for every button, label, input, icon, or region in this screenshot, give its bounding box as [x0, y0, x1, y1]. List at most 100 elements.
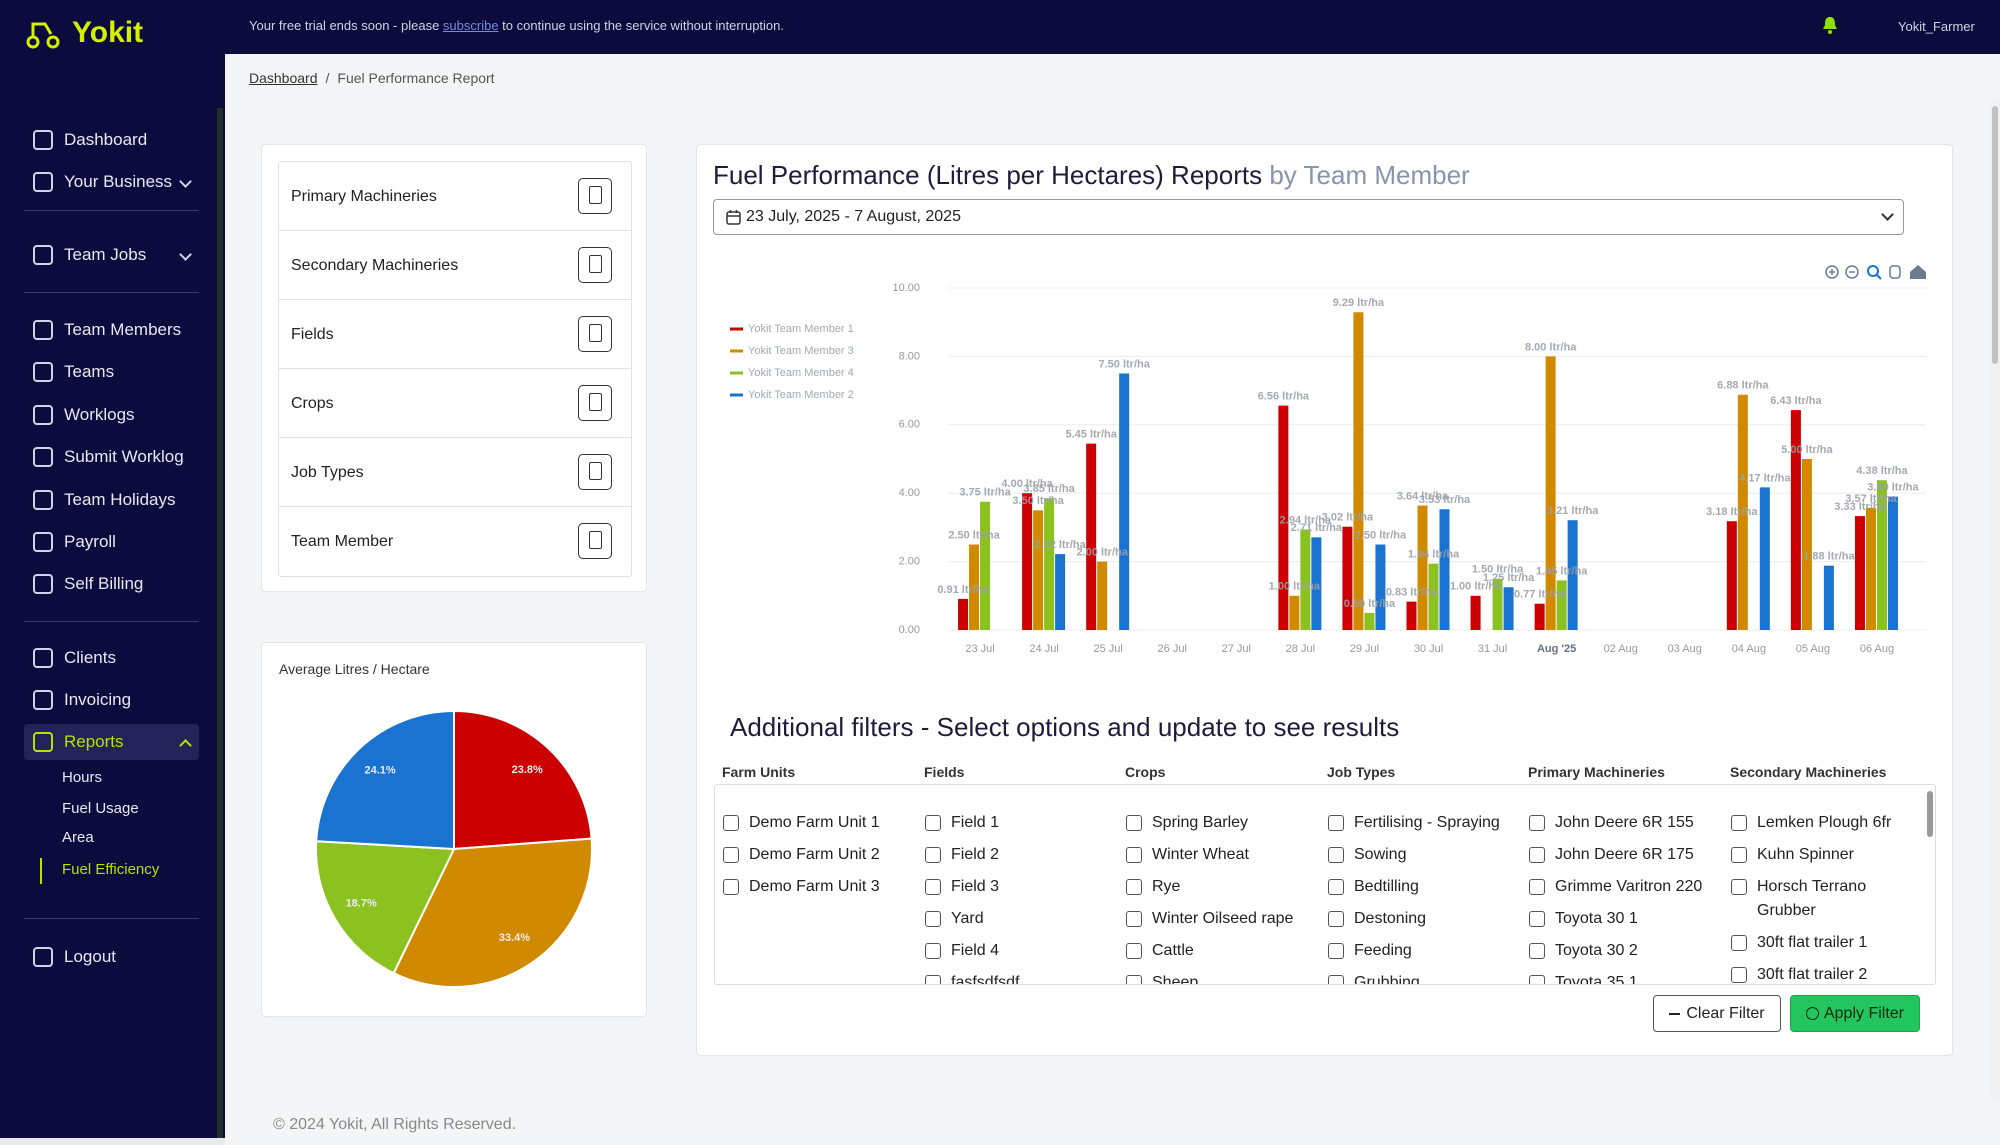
filter-option[interactable]: Yard — [925, 903, 1120, 935]
subscribe-link[interactable]: subscribe — [442, 18, 499, 33]
checkbox[interactable] — [1731, 815, 1747, 831]
clear-filter-button[interactable]: Clear Filter — [1653, 995, 1781, 1032]
checkbox[interactable] — [1328, 975, 1344, 984]
nav-item[interactable]: Reports — [24, 724, 199, 760]
csv-export-button[interactable] — [578, 454, 612, 490]
filter-option[interactable]: Demo Farm Unit 2 — [723, 839, 918, 871]
nav-item[interactable]: Submit Worklog — [0, 439, 225, 475]
filter-option[interactable]: John Deere 6R 175 — [1529, 839, 1724, 871]
nav-item[interactable]: Teams — [0, 354, 225, 390]
filter-option[interactable]: Toyota 35 1 — [1529, 967, 1724, 984]
filter-option[interactable]: 30ft flat trailer 2 — [1731, 959, 1926, 984]
filter-option[interactable]: Horsch Terrano Grubber — [1731, 871, 1926, 927]
filter-option[interactable]: 30ft flat trailer 1 — [1731, 927, 1926, 959]
nav-item[interactable]: Team Jobs — [0, 237, 225, 273]
checkbox[interactable] — [925, 879, 941, 895]
filter-option[interactable]: Destoning — [1328, 903, 1523, 935]
checkbox[interactable] — [1529, 847, 1545, 863]
nav-subitem[interactable]: Area — [62, 829, 94, 846]
checkbox[interactable] — [1328, 847, 1344, 863]
checkbox[interactable] — [1126, 911, 1142, 927]
filter-option[interactable]: Field 3 — [925, 871, 1120, 903]
nav-subitem[interactable]: Fuel Efficiency — [62, 861, 160, 878]
checkbox[interactable] — [1328, 879, 1344, 895]
nav-item[interactable]: Dashboard — [0, 122, 225, 158]
checkbox[interactable] — [1529, 975, 1545, 984]
checkbox[interactable] — [925, 847, 941, 863]
filter-option[interactable]: Sheep — [1126, 967, 1321, 984]
nav-subitem[interactable]: Hours — [62, 769, 103, 786]
filter-option[interactable]: Grubbing — [1328, 967, 1523, 984]
nav-item[interactable]: Invoicing — [0, 682, 225, 718]
date-range-select[interactable]: 23 July, 2025 - 7 August, 2025 — [713, 199, 1904, 235]
filter-option[interactable]: Grimme Varitron 220 — [1529, 871, 1724, 903]
checkbox[interactable] — [925, 975, 941, 984]
filter-option[interactable]: Cattle — [1126, 935, 1321, 967]
pan[interactable] — [1889, 265, 1901, 279]
filter-option[interactable]: Demo Farm Unit 1 — [723, 807, 918, 839]
apply-filter-button[interactable]: Apply Filter — [1790, 995, 1920, 1032]
zoom-select[interactable] — [1867, 265, 1879, 277]
checkbox[interactable] — [925, 815, 941, 831]
filter-option[interactable]: John Deere 6R 155 — [1529, 807, 1724, 839]
checkbox[interactable] — [1731, 879, 1747, 895]
checkbox[interactable] — [1529, 943, 1545, 959]
zoom-in[interactable] — [1825, 265, 1839, 279]
filter-option[interactable]: fasfsdfsdf — [925, 967, 1120, 984]
filter-option[interactable]: Toyota 30 1 — [1529, 903, 1724, 935]
checkbox[interactable] — [925, 911, 941, 927]
filter-option[interactable]: Feeding — [1328, 935, 1523, 967]
filter-option[interactable]: Winter Oilseed rape — [1126, 903, 1321, 935]
nav-item[interactable]: Team Members — [0, 312, 225, 348]
filter-option[interactable]: Field 4 — [925, 935, 1120, 967]
filter-option[interactable]: Spring Barley — [1126, 807, 1321, 839]
checkbox[interactable] — [1529, 815, 1545, 831]
filter-option[interactable]: Winter Wheat — [1126, 839, 1321, 871]
checkbox[interactable] — [1731, 967, 1747, 983]
nav-subitem[interactable]: Fuel Usage — [62, 800, 139, 817]
checkbox[interactable] — [1731, 847, 1747, 863]
csv-export-button[interactable] — [578, 316, 612, 352]
filter-option[interactable]: Bedtilling — [1328, 871, 1523, 903]
checkbox[interactable] — [1328, 943, 1344, 959]
filter-option[interactable]: Rye — [1126, 871, 1321, 903]
checkbox[interactable] — [1328, 815, 1344, 831]
checkbox[interactable] — [1328, 911, 1344, 927]
nav-item[interactable]: Your Business — [0, 164, 225, 200]
nav-item[interactable]: Self Billing — [0, 566, 225, 602]
filter-option[interactable]: Field 2 — [925, 839, 1120, 871]
checkbox[interactable] — [1731, 935, 1747, 951]
checkbox[interactable] — [1529, 911, 1545, 927]
filter-option[interactable]: Toyota 30 2 — [1529, 935, 1724, 967]
filter-option[interactable]: Fertilising - Spraying — [1328, 807, 1523, 839]
checkbox[interactable] — [1126, 975, 1142, 984]
checkbox[interactable] — [1126, 847, 1142, 863]
page-scrollbar-thumb[interactable] — [1992, 106, 1998, 364]
nav-item[interactable]: Worklogs — [0, 397, 225, 433]
reset-zoom[interactable] — [1910, 265, 1926, 279]
csv-export-button[interactable] — [578, 247, 612, 283]
filter-option[interactable]: Field 1 — [925, 807, 1120, 839]
checkbox[interactable] — [1529, 879, 1545, 895]
user-name[interactable]: Yokit_Farmer — [1898, 19, 1975, 34]
checkbox[interactable] — [723, 815, 739, 831]
csv-export-button[interactable] — [578, 523, 612, 559]
breadcrumb-link[interactable]: Dashboard — [249, 70, 318, 86]
nav-item[interactable]: Team Holidays — [0, 482, 225, 518]
nav-item[interactable]: Clients — [0, 640, 225, 676]
filter-option[interactable]: Lemken Plough 6fr — [1731, 807, 1926, 839]
checkbox[interactable] — [723, 879, 739, 895]
checkbox[interactable] — [1126, 815, 1142, 831]
checkbox[interactable] — [723, 847, 739, 863]
bell-icon[interactable] — [1822, 15, 1838, 35]
filter-option[interactable]: Sowing — [1328, 839, 1523, 871]
nav-item[interactable]: Logout — [0, 939, 225, 975]
csv-export-button[interactable] — [578, 385, 612, 421]
zoom-out[interactable] — [1845, 265, 1859, 279]
filter-option[interactable]: Kuhn Spinner — [1731, 839, 1926, 871]
csv-export-button[interactable] — [578, 178, 612, 214]
checkbox[interactable] — [1126, 943, 1142, 959]
filter-option[interactable]: Demo Farm Unit 3 — [723, 871, 918, 903]
nav-item[interactable]: Payroll — [0, 524, 225, 560]
checkbox[interactable] — [925, 943, 941, 959]
